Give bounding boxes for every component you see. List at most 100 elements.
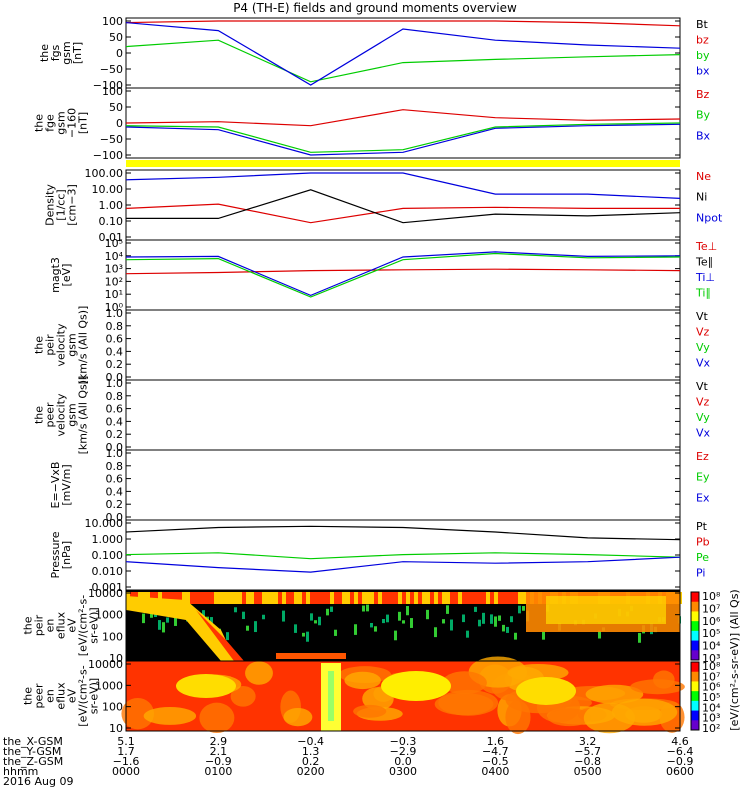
ylabel-line: sr-eV)] <box>88 678 101 714</box>
spec-cell <box>466 592 470 604</box>
spec-region <box>276 653 346 659</box>
panel-frame <box>125 449 681 521</box>
ytick-label: 0.8 <box>106 320 124 333</box>
ylabel-line: [eV/(cm²-s- <box>77 595 90 656</box>
spec-cell <box>306 631 309 642</box>
legend-Te⊥: Te⊥ <box>695 240 717 253</box>
spec-cell <box>286 592 290 604</box>
ytick-label: 10⁵ <box>105 237 123 250</box>
spec-cell <box>502 592 506 604</box>
legend-Te∥: Te∥ <box>695 256 713 269</box>
ylabel-line: [nPa] <box>60 541 73 569</box>
spec-region <box>442 671 487 695</box>
ytick-label: 0.4 <box>106 485 124 498</box>
colorbar-cell <box>691 720 699 731</box>
legend-Vz: Vz <box>696 396 710 409</box>
orbit-value: −0.9 <box>667 755 694 768</box>
colorbar-tick: 10⁵ <box>702 691 720 704</box>
spec-cell <box>198 592 202 604</box>
colorbar-cell <box>691 601 699 612</box>
spec-cell <box>306 592 310 604</box>
panel-peer_spec <box>121 656 685 735</box>
orbit-label: the_X-GSM <box>3 735 63 748</box>
ytick-label: 0.0 <box>106 441 124 454</box>
spec-cell <box>382 592 386 604</box>
orbit-value: −0.5 <box>482 755 509 768</box>
spec-cell <box>450 619 453 631</box>
ytick-label: 1.00 <box>99 199 124 212</box>
panel-peir <box>125 309 681 381</box>
spec-cell <box>358 592 362 604</box>
spec-cell <box>158 592 162 604</box>
series-By <box>125 122 681 153</box>
spec-cell <box>390 592 394 604</box>
legend-Pt: Pt <box>696 520 708 533</box>
legend-Pi: Pi <box>696 567 705 580</box>
series-Ti⊥ <box>125 251 681 297</box>
orbit-value: −0.4 <box>297 735 324 748</box>
series-bz <box>125 20 681 27</box>
spec-cell <box>326 608 329 616</box>
spec-cell <box>254 621 257 633</box>
legend-bx: bx <box>696 65 710 78</box>
spec-cell <box>182 592 186 604</box>
spec-cell <box>310 592 314 604</box>
ylabel-line: gsm <box>55 111 68 134</box>
ylabel-line: E=−VxB <box>49 462 62 509</box>
spec-region <box>438 689 499 716</box>
panel-frame <box>125 309 681 381</box>
orbit-value: 1.6 <box>487 735 505 748</box>
ytick-label: 0.6 <box>106 473 124 486</box>
date-label: 2016 Aug 09 <box>3 775 73 788</box>
orbit-value: 0300 <box>389 765 417 778</box>
ylabel-line: peir <box>44 334 57 356</box>
colorbar-cell <box>691 621 699 632</box>
spec-region <box>199 702 235 734</box>
legend-Bz: Bz <box>696 88 710 101</box>
ytick-label: 10000 <box>88 587 123 600</box>
spec-cell <box>174 592 178 604</box>
spec-cell <box>222 592 226 604</box>
spec-cell <box>334 592 338 604</box>
spec-cell <box>598 630 601 639</box>
spec-cell <box>418 592 422 604</box>
colorbar-cell <box>691 681 699 692</box>
series-Pi <box>125 556 681 573</box>
ytick-label: 10.000 <box>85 517 124 530</box>
spec-region <box>176 674 236 698</box>
orbit-value: −5.7 <box>574 745 601 758</box>
ytick-label: 0.2 <box>106 358 124 371</box>
spec-cell <box>426 592 430 604</box>
series-Ne <box>125 203 680 224</box>
spec-cell <box>510 592 514 604</box>
ytick-label: −100 <box>93 79 123 92</box>
ylabel-line: sr-eV)] <box>88 607 101 643</box>
ytick-label: 10 <box>109 722 123 735</box>
series-Te⊥ <box>125 268 681 275</box>
spec-region <box>546 596 666 624</box>
orbit-value: 0200 <box>297 765 325 778</box>
spec-cell <box>162 592 166 604</box>
colorbar-cell <box>691 630 699 642</box>
spec-cell <box>354 592 358 604</box>
colorbar-cell <box>691 700 699 712</box>
spec-cell <box>174 615 177 626</box>
spec-cell <box>394 630 397 641</box>
colorbar-cell <box>691 710 699 721</box>
colorbar-tick: 10⁸ <box>702 660 721 673</box>
spec-cell <box>234 607 237 613</box>
spec-cell <box>166 592 170 604</box>
spec-cell <box>210 617 213 624</box>
ytick-label: 10² <box>105 275 123 288</box>
spec-cell <box>254 592 258 604</box>
orbit-label: hhmm <box>3 765 38 778</box>
spec-region <box>381 671 451 701</box>
spec-cell <box>266 592 270 604</box>
ylabel-line: [km/s (All Qs)] <box>77 306 90 385</box>
spec-cell <box>438 592 442 604</box>
ytick-label: 100 <box>102 85 123 98</box>
spec-cell <box>470 592 474 604</box>
panel-peer <box>125 379 681 451</box>
ylabel-line: the <box>38 44 51 62</box>
ytick-label: 10000 <box>88 658 123 671</box>
